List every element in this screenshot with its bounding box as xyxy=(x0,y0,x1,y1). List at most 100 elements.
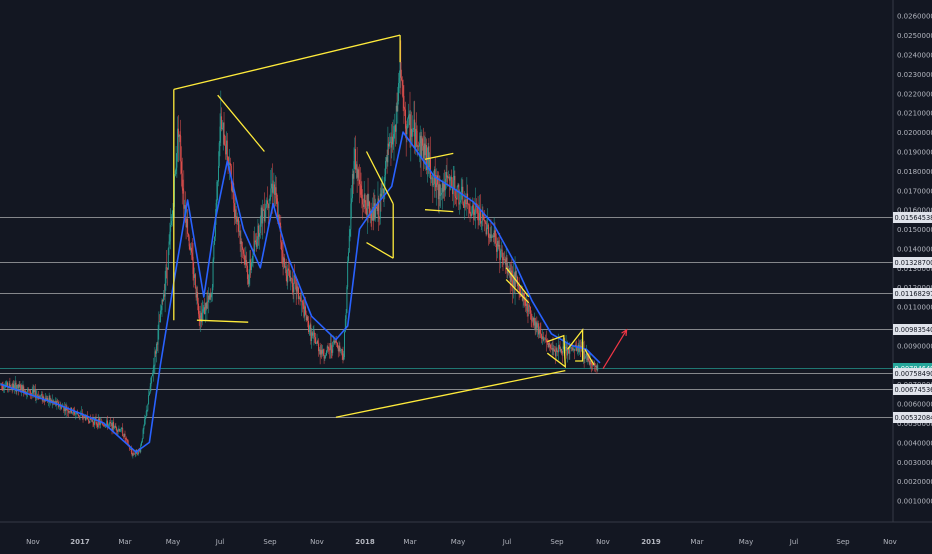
candle-body xyxy=(4,388,5,389)
candle-body xyxy=(190,248,191,250)
candle-body xyxy=(473,205,474,208)
candle-body xyxy=(478,213,479,214)
candle-body xyxy=(381,190,382,197)
candle-body xyxy=(131,449,132,452)
candle-body xyxy=(497,241,498,252)
candle-body xyxy=(466,203,467,204)
candle-body xyxy=(498,241,499,246)
candle-body xyxy=(354,149,355,161)
candle-body xyxy=(273,187,274,193)
candle-body xyxy=(404,108,405,109)
candle-body xyxy=(317,341,318,343)
candle-body xyxy=(320,349,321,354)
candle-body xyxy=(357,169,358,177)
candle-body xyxy=(562,353,563,354)
candle-body xyxy=(444,184,445,190)
candle-body xyxy=(6,382,7,384)
candle-body xyxy=(553,348,554,351)
candle-body xyxy=(214,237,215,245)
candle-body xyxy=(276,198,277,204)
candle-body xyxy=(495,231,496,238)
candle-body xyxy=(375,207,376,217)
candle-body xyxy=(212,287,213,294)
candle-body xyxy=(143,429,144,438)
candle-body xyxy=(192,253,193,257)
candle-body xyxy=(249,275,250,284)
x-tick-label: Nov xyxy=(596,538,610,546)
candle-body xyxy=(331,343,332,349)
candle-body xyxy=(335,341,336,342)
candle-body xyxy=(211,294,212,297)
candle-body xyxy=(421,138,422,158)
candle-body xyxy=(151,378,152,386)
candle-body xyxy=(255,241,256,243)
candle-body xyxy=(449,177,450,181)
candle-body xyxy=(336,342,337,343)
candle-body xyxy=(59,406,60,407)
candle-body xyxy=(419,143,420,146)
candle-body xyxy=(165,267,166,283)
candle-body xyxy=(493,236,494,237)
candle-body xyxy=(499,245,500,247)
candle-body xyxy=(590,361,591,364)
candle-body xyxy=(489,238,490,239)
candle-body xyxy=(332,342,333,353)
candle-body xyxy=(548,343,549,347)
candle-body xyxy=(486,223,487,235)
candle-body xyxy=(69,411,70,412)
candle-body xyxy=(229,163,230,165)
candle-body xyxy=(359,180,360,185)
x-tick-label: Mar xyxy=(403,538,416,546)
candle-body xyxy=(243,250,244,254)
candle-body xyxy=(307,317,308,321)
candle-body xyxy=(177,129,178,154)
candle-body xyxy=(554,350,555,352)
candle-body xyxy=(286,266,287,275)
candle-body xyxy=(293,275,294,292)
candle-body xyxy=(358,169,359,179)
candle-body xyxy=(405,110,406,129)
candle-body xyxy=(91,419,92,420)
candle-body xyxy=(300,298,301,299)
candle-body xyxy=(323,349,324,355)
candle-body xyxy=(220,127,221,143)
candle-body xyxy=(246,260,247,265)
candle-body xyxy=(460,200,461,202)
candle-body xyxy=(486,228,487,235)
candle-body xyxy=(163,294,164,301)
candle-body xyxy=(18,384,19,388)
candle-body xyxy=(183,188,184,190)
candle-body xyxy=(533,318,534,326)
candle-body xyxy=(230,163,231,165)
candle-body xyxy=(403,96,404,108)
candle-body xyxy=(210,294,211,299)
candle-body xyxy=(186,219,187,227)
candle-body xyxy=(67,410,68,411)
candle-body xyxy=(439,184,440,196)
candle-body xyxy=(242,247,243,250)
candle-body xyxy=(455,196,456,198)
candle-body xyxy=(33,390,34,392)
candle-body xyxy=(523,294,524,296)
candle-body xyxy=(164,294,165,296)
candle-body xyxy=(224,122,225,144)
candle-body xyxy=(119,429,120,431)
candle-body xyxy=(135,453,136,454)
candle-body xyxy=(281,242,282,250)
candle-body xyxy=(187,219,188,234)
candle-body xyxy=(424,144,425,159)
candle-body xyxy=(454,176,455,180)
candle-body xyxy=(410,129,411,143)
candle-body xyxy=(217,182,218,183)
candle-body xyxy=(9,383,10,387)
candle-body xyxy=(195,274,196,288)
candle-body xyxy=(353,174,354,179)
level-price-label: 0.00758490 xyxy=(895,370,932,378)
candle-body xyxy=(414,120,415,148)
candle-body xyxy=(463,204,464,208)
candle-body xyxy=(207,302,208,303)
candle-body xyxy=(532,320,533,321)
y-tick-label: 0.02600000 xyxy=(897,13,932,21)
